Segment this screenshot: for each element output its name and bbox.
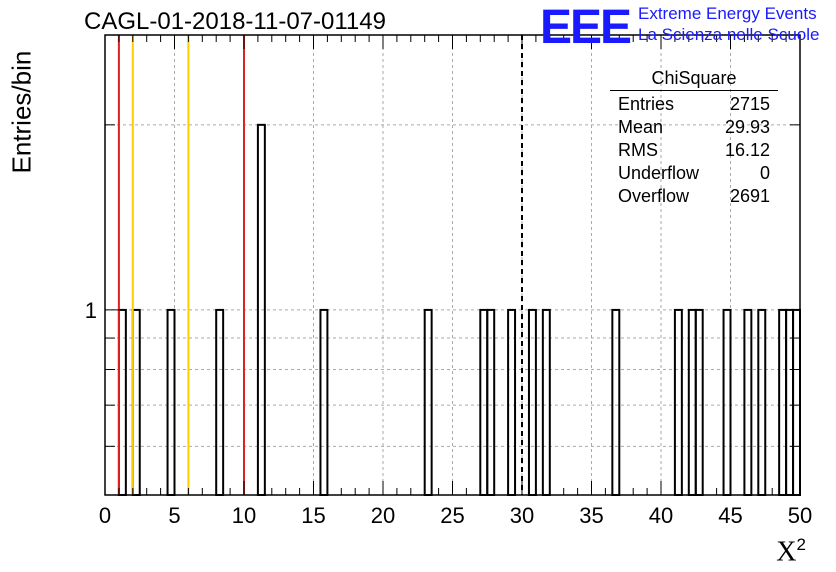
stats-value: 0 (759, 163, 770, 183)
x-tick-label: 25 (440, 503, 464, 528)
x-tick-label: 30 (510, 503, 534, 528)
stats-label: Underflow (618, 163, 700, 183)
stats-value: 29.93 (724, 117, 770, 137)
stats-label: Mean (618, 117, 664, 137)
stats-box: ChiSquare Entries 2715 Mean 29.93 RMS 16.12… (610, 68, 778, 208)
eee-logo: EEE (540, 1, 632, 54)
x-axis-label-superscript: 2 (796, 534, 806, 554)
stats-label: RMS (618, 140, 658, 160)
stats-row-mean: Mean 29.93 (610, 116, 778, 139)
stats-value: 2715 (729, 94, 770, 114)
stats-box-name: ChiSquare (610, 68, 778, 91)
x-tick-label: 0 (99, 503, 111, 528)
logo-caption-line1: Extreme Energy Events (638, 4, 817, 23)
stats-label: Overflow (618, 186, 690, 206)
stats-row-overflow: Overflow 2691 (610, 185, 778, 208)
x-tick-label: 40 (649, 503, 673, 528)
stats-value: 2691 (729, 186, 770, 206)
x-tick-label: 5 (168, 503, 180, 528)
x-tick-label: 15 (301, 503, 325, 528)
x-axis-label: X2 (776, 535, 806, 568)
x-tick-label: 50 (788, 503, 812, 528)
stats-row-entries: Entries 2715 (610, 93, 778, 116)
stats-label: Entries (618, 94, 675, 114)
x-tick-label: 35 (579, 503, 603, 528)
x-tick-label: 10 (232, 503, 256, 528)
x-tick-label: 20 (371, 503, 395, 528)
y-tick-label: 1 (85, 298, 97, 323)
x-tick-label: 45 (718, 503, 742, 528)
stats-value: 16.12 (724, 140, 770, 160)
logo-caption-line2: La Scienza nelle Scuole (638, 25, 820, 44)
y-axis-label: Entries/bin (6, 50, 37, 174)
logo-caption: Extreme Energy Events La Scienza nelle S… (638, 3, 819, 45)
x-axis-label-text: X (776, 536, 797, 567)
stats-row-underflow: Underflow 0 (610, 162, 778, 185)
stats-row-rms: RMS 16.12 (610, 139, 778, 162)
chart-title: CAGL-01-2018-11-07-01149 (84, 8, 386, 35)
